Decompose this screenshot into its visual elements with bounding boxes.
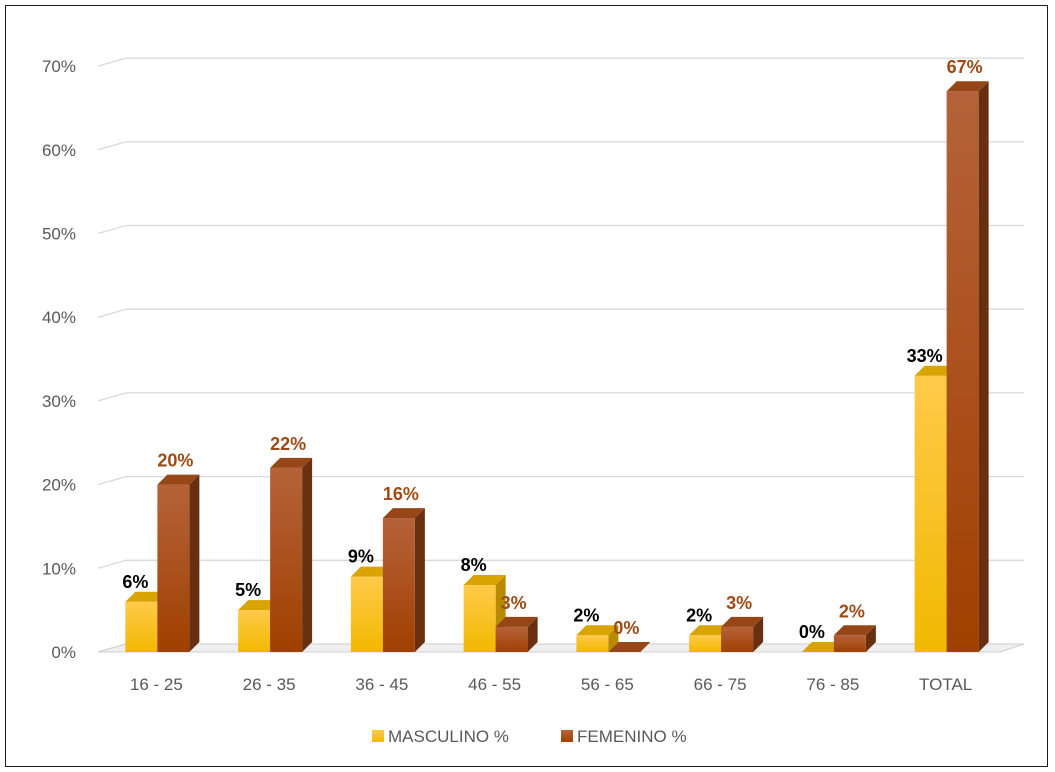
gridline-diagonal <box>97 224 127 235</box>
x-tick-label: 36 - 45 <box>355 675 408 694</box>
bar <box>576 635 609 652</box>
bar-side <box>189 474 200 652</box>
bar-top <box>270 457 313 468</box>
data-label: 8% <box>461 555 487 575</box>
bar <box>350 576 383 652</box>
bar <box>125 601 158 652</box>
bar <box>382 518 415 652</box>
bar-top <box>914 365 957 376</box>
y-tick-label: 30% <box>42 392 76 411</box>
bar-top <box>608 642 651 652</box>
data-label: 20% <box>157 451 193 471</box>
bar-top <box>495 616 538 627</box>
x-axis-ticks: 16 - 25 26 - 35 36 - 45 46 - 55 56 - 65 66 - … <box>130 675 972 694</box>
bar <box>689 635 722 652</box>
data-label: 67% <box>947 57 983 77</box>
data-label: 16% <box>383 484 419 504</box>
bar-side <box>753 616 764 652</box>
data-label: 0% <box>799 622 825 642</box>
bar <box>946 91 979 652</box>
bar <box>914 375 947 652</box>
data-label: 33% <box>907 346 943 366</box>
data-label: 2% <box>573 605 599 625</box>
data-label: 5% <box>235 580 261 600</box>
bars <box>125 81 989 652</box>
bar <box>157 484 190 652</box>
data-labels: 6% 20% 5% 22% 9% 16% 8% 3% 2% 0% 2% 3% 0% 2% 33% 67% <box>122 57 982 642</box>
x-tick-label: 56 - 65 <box>581 675 634 694</box>
x-tick-label: 26 - 35 <box>243 675 296 694</box>
bar-side <box>865 625 876 652</box>
y-tick-label: 40% <box>42 308 76 327</box>
data-label: 2% <box>839 601 865 621</box>
bar-top <box>833 625 876 636</box>
x-tick-label: 16 - 25 <box>130 675 183 694</box>
legend-swatch <box>561 730 573 742</box>
legend: MASCULINO % FEMENINO % <box>372 727 687 746</box>
gridline-diagonal <box>97 308 127 318</box>
x-tick-label: TOTAL <box>919 675 972 694</box>
x-tick-label: 76 - 85 <box>806 675 859 694</box>
x-tick-label: 46 - 55 <box>468 675 521 694</box>
y-tick-label: 50% <box>42 225 76 244</box>
bar-top <box>946 81 989 92</box>
data-label: 2% <box>686 605 712 625</box>
bar-top <box>463 575 506 586</box>
legend-item: MASCULINO % <box>372 727 509 746</box>
bar-top <box>382 508 425 519</box>
bar <box>833 635 866 652</box>
bar-top <box>576 625 619 636</box>
y-tick-label: 10% <box>42 559 76 578</box>
bar-top <box>350 566 393 577</box>
bar <box>238 610 271 652</box>
gridline-diagonal <box>97 392 127 402</box>
gridline-diagonal <box>97 475 127 486</box>
gridline-diagonal <box>97 141 127 151</box>
bar-side <box>978 81 989 652</box>
bar-side <box>302 457 313 652</box>
data-label: 6% <box>122 572 148 592</box>
y-tick-label: 20% <box>42 476 76 495</box>
bar <box>721 626 754 652</box>
bar-side <box>414 508 425 652</box>
data-label: 22% <box>270 434 306 454</box>
chart-floor <box>97 643 1025 653</box>
data-label: 0% <box>613 618 639 638</box>
y-tick-label: 60% <box>42 141 76 160</box>
bar-side <box>608 625 619 652</box>
legend-label: FEMENINO % <box>577 727 687 746</box>
y-axis-ticks: 0% 10% 20% 30% 40% 50% 60% 70% <box>42 57 76 662</box>
data-label: 3% <box>726 593 752 613</box>
bar-top <box>721 616 764 627</box>
bar-side <box>527 616 538 652</box>
gridlines <box>97 57 1025 653</box>
data-label: 3% <box>501 593 527 613</box>
y-tick-label: 0% <box>51 643 76 662</box>
bar-top <box>801 642 844 652</box>
bar <box>463 585 496 652</box>
x-tick-label: 66 - 75 <box>694 675 747 694</box>
bar-top <box>125 591 168 602</box>
bar-top <box>238 600 281 611</box>
bar <box>495 626 528 652</box>
data-label: 9% <box>348 547 374 567</box>
y-tick-label: 70% <box>42 57 76 76</box>
gridline-diagonal <box>97 57 127 67</box>
legend-swatch <box>372 730 384 742</box>
bar-top <box>689 625 732 636</box>
bar-top <box>157 474 200 485</box>
legend-item: FEMENINO % <box>561 727 687 746</box>
legend-label: MASCULINO % <box>388 727 509 746</box>
gridline-diagonal <box>97 559 127 569</box>
bar <box>270 467 303 652</box>
